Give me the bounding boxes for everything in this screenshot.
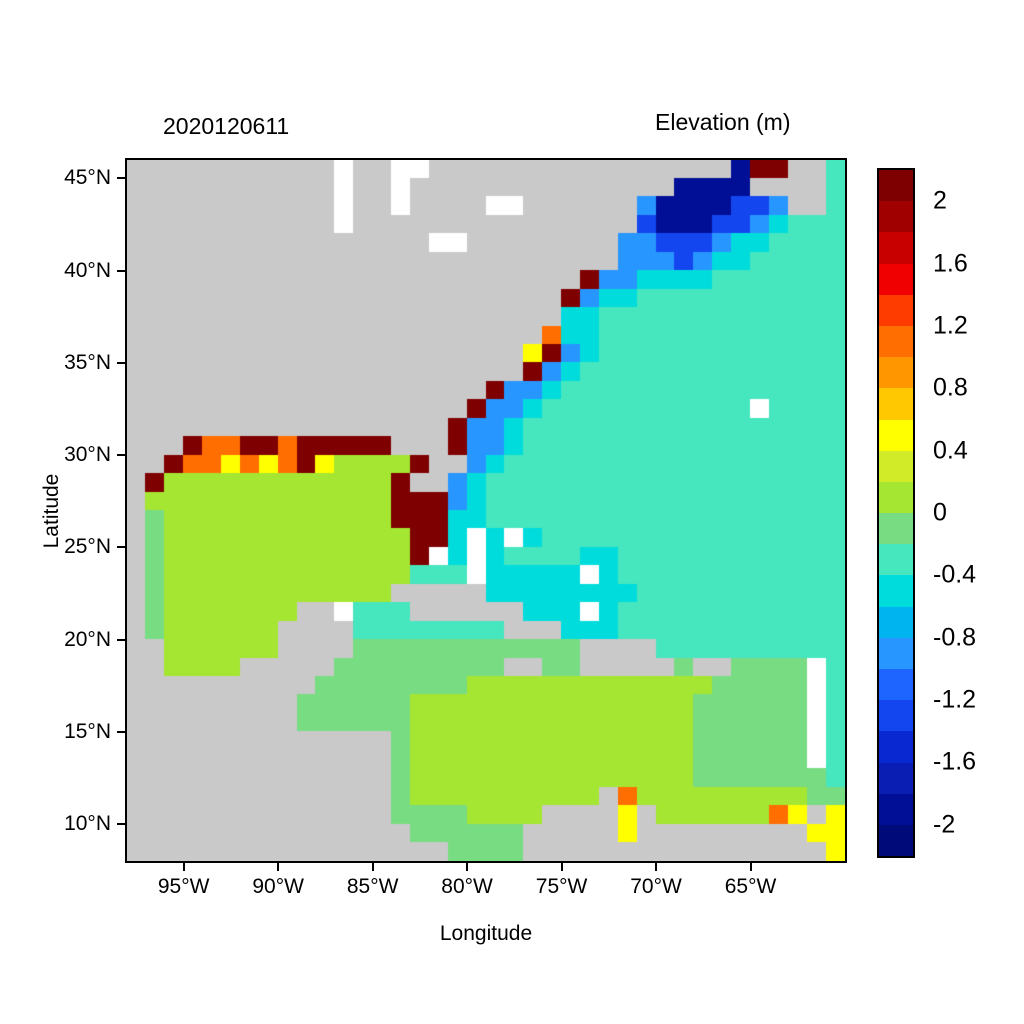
colorbar-band xyxy=(879,201,913,233)
x-tick-label: 65°W xyxy=(724,875,777,898)
colorbar-tick-label: -1.2 xyxy=(933,685,977,714)
colorbar-tick-label: -0.8 xyxy=(933,623,977,652)
x-tick-mark xyxy=(466,863,469,871)
colorbar-band xyxy=(879,170,913,202)
y-tick-label: 10°N xyxy=(64,812,111,836)
colorbar-band xyxy=(879,824,913,857)
y-tick-mark xyxy=(117,823,125,826)
colorbar-tick-label: 2 xyxy=(933,186,947,215)
x-axis-title: Longitude xyxy=(439,922,533,945)
colorbar-band xyxy=(879,232,913,264)
y-tick-mark xyxy=(117,454,125,457)
y-tick-label: 30°N xyxy=(64,443,111,467)
colorbar-tick-label: -0.4 xyxy=(933,560,977,589)
colorbar-band xyxy=(879,793,913,825)
x-tick-mark xyxy=(560,863,563,871)
colorbar-band xyxy=(879,450,913,482)
colorbar xyxy=(877,168,915,858)
x-tick-mark xyxy=(277,863,280,871)
y-tick-label: 20°N xyxy=(64,627,111,651)
x-tick-mark xyxy=(655,863,658,871)
y-tick-mark xyxy=(117,546,125,549)
x-tick-label: 95°W xyxy=(157,875,210,898)
colorbar-band xyxy=(879,294,913,326)
x-tick-label: 85°W xyxy=(346,875,399,898)
colorbar-title: Elevation (m) xyxy=(655,109,791,135)
colorbar-band xyxy=(879,513,913,545)
run-title: 2020120611 xyxy=(163,113,290,139)
map-canvas xyxy=(127,160,845,861)
colorbar-band xyxy=(879,606,913,638)
colorbar-band xyxy=(879,637,913,669)
colorbar-band xyxy=(879,263,913,295)
y-tick-label: 15°N xyxy=(64,719,111,743)
colorbar-tick-label: -2 xyxy=(933,810,956,839)
y-tick-mark xyxy=(117,269,125,272)
colorbar-band xyxy=(879,325,913,358)
colorbar-band xyxy=(879,419,913,451)
colorbar-band xyxy=(879,700,913,732)
colorbar-tick-label: 0.4 xyxy=(933,436,968,465)
colorbar-band xyxy=(879,575,913,607)
y-tick-label: 40°N xyxy=(64,258,111,282)
colorbar-tick-label: 1.2 xyxy=(933,311,968,340)
colorbar-tick-label: -1.6 xyxy=(933,747,977,776)
y-tick-mark xyxy=(117,361,125,364)
y-tick-mark xyxy=(117,638,125,641)
x-tick-label: 70°W xyxy=(630,875,682,898)
y-axis-title: Latitude xyxy=(40,473,63,549)
colorbar-band xyxy=(879,762,913,794)
colorbar-tick-label: 0.8 xyxy=(933,373,968,402)
y-tick-label: 35°N xyxy=(64,350,111,374)
colorbar-band xyxy=(879,388,913,420)
x-tick-mark xyxy=(371,863,374,871)
x-tick-mark xyxy=(182,863,185,871)
colorbar-band xyxy=(879,544,913,576)
x-tick-label: 75°W xyxy=(535,875,588,898)
colorbar-band xyxy=(879,357,913,389)
colorbar-band xyxy=(879,669,913,701)
y-tick-label: 25°N xyxy=(64,535,111,559)
x-tick-label: 90°W xyxy=(252,875,304,898)
colorbar-tick-label: 1.6 xyxy=(933,249,968,278)
colorbar-band xyxy=(879,481,913,514)
x-tick-label: 80°W xyxy=(441,875,493,898)
y-tick-label: 45°N xyxy=(64,166,111,190)
colorbar-band xyxy=(879,731,913,763)
colorbar-tick-label: 0 xyxy=(933,498,947,527)
y-tick-mark xyxy=(117,730,125,733)
x-tick-mark xyxy=(749,863,752,871)
y-tick-mark xyxy=(117,177,125,180)
